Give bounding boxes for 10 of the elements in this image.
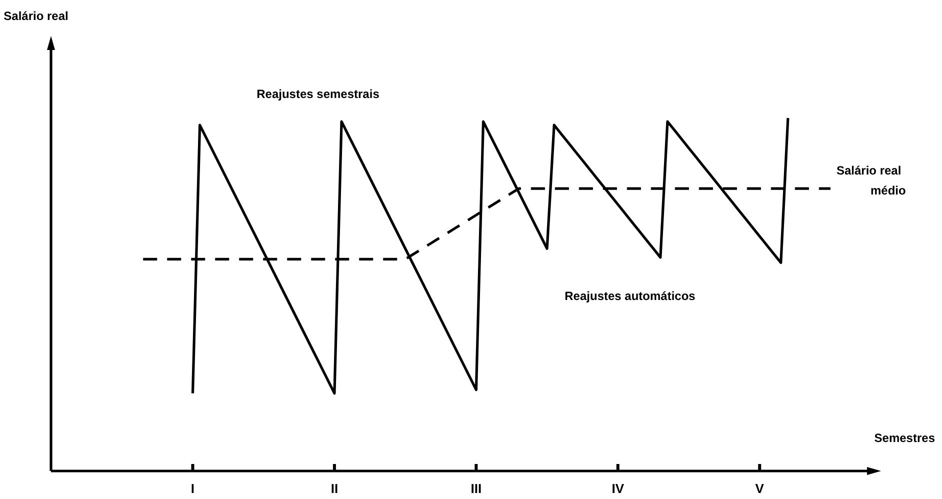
annotation: Reajustes automáticos: [564, 289, 696, 304]
x-tick-label: I: [190, 481, 195, 496]
x-tick-label: II: [330, 481, 338, 496]
x-tick-label: IV: [612, 481, 624, 496]
x-tick-label: V: [755, 481, 764, 496]
text: Reajustes semestrais: [256, 87, 380, 102]
x-axis-title: Semestres: [874, 431, 936, 445]
x-tick-label: III: [470, 481, 482, 496]
text: Salário real: [4, 9, 68, 24]
series-label: Salário real médio: [836, 164, 906, 198]
